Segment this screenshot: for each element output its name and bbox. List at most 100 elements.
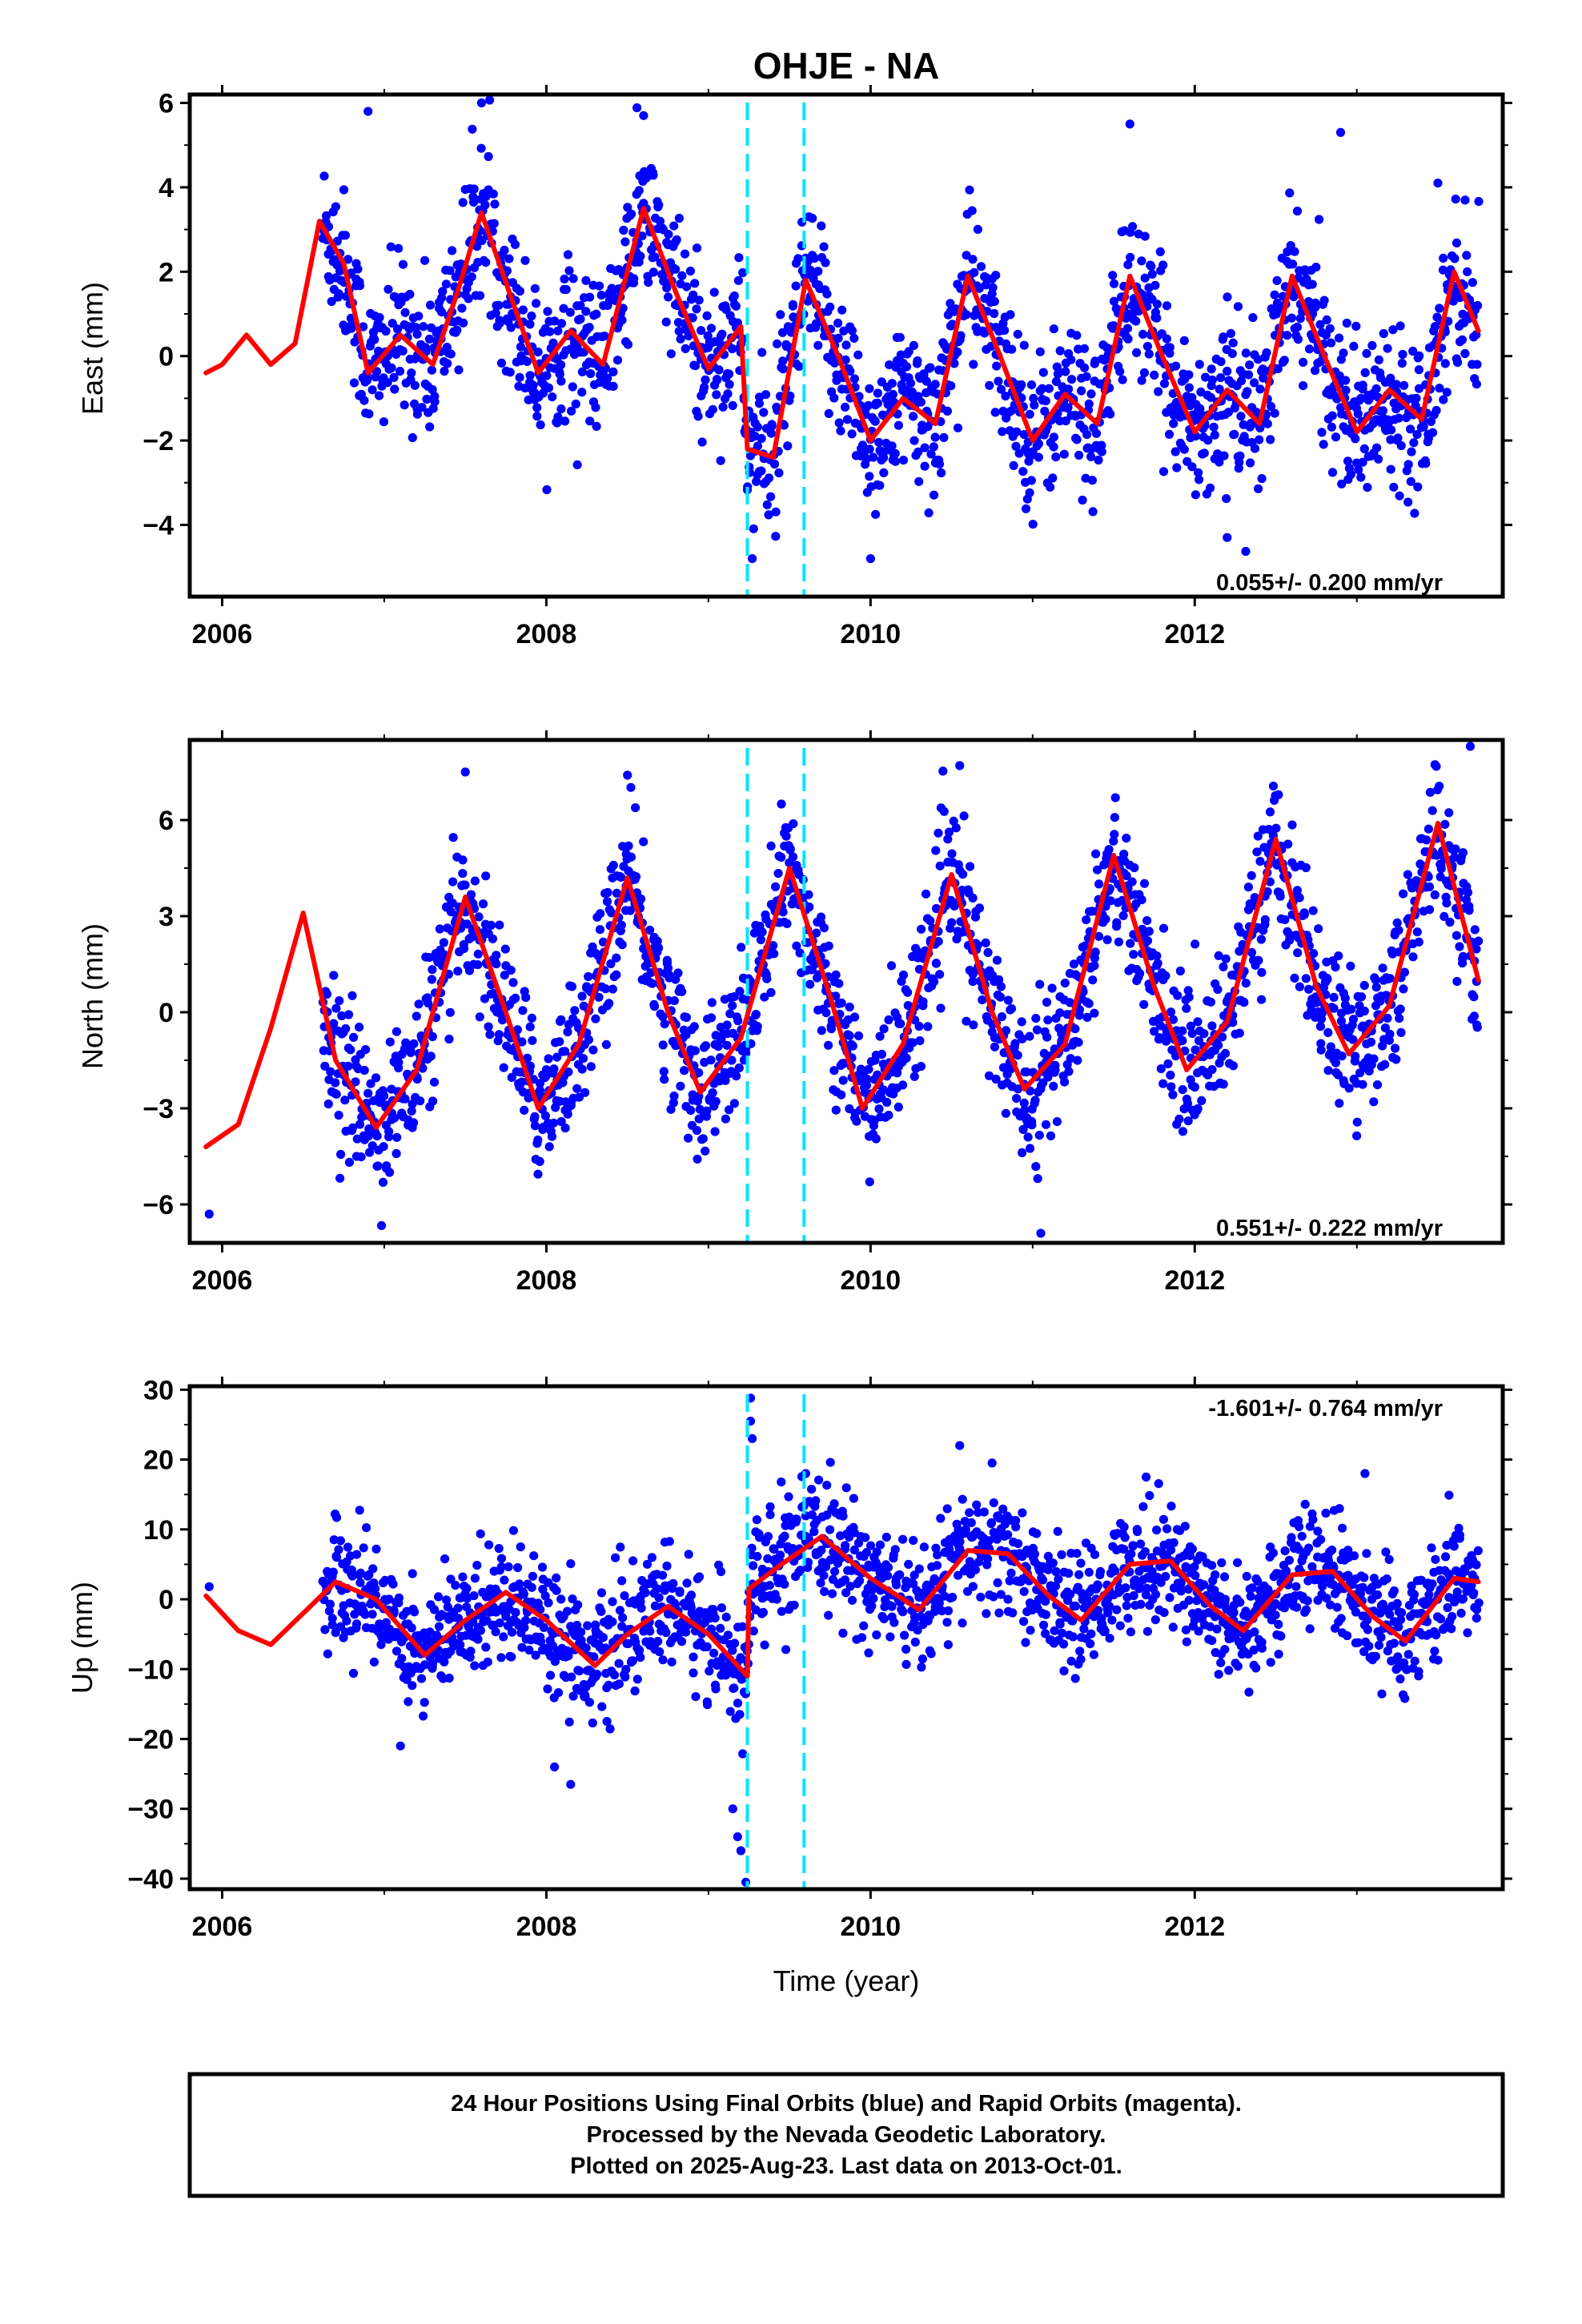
north-data-point bbox=[1017, 1017, 1026, 1027]
north-data-point bbox=[1064, 1067, 1074, 1076]
east-data-point bbox=[767, 420, 777, 429]
up-data-point bbox=[1030, 1549, 1039, 1559]
north-data-point bbox=[322, 989, 332, 999]
east-data-point bbox=[572, 460, 582, 470]
up-data-point bbox=[458, 1572, 468, 1582]
up-data-point bbox=[917, 1663, 926, 1672]
north-data-point bbox=[406, 1046, 416, 1055]
up-data-point bbox=[605, 1724, 615, 1734]
east-data-point bbox=[946, 299, 955, 308]
up-data-points bbox=[204, 1393, 1484, 1887]
north-data-point bbox=[1027, 1120, 1037, 1130]
east-data-point bbox=[1257, 474, 1267, 484]
east-data-point bbox=[1164, 429, 1174, 440]
up-data-point bbox=[972, 1500, 982, 1510]
north-data-point bbox=[996, 992, 1006, 1002]
east-data-point bbox=[394, 243, 404, 253]
east-data-point bbox=[771, 507, 781, 517]
up-data-point bbox=[544, 1598, 553, 1608]
up-data-point bbox=[983, 1554, 993, 1564]
north-data-point bbox=[947, 849, 957, 858]
north-data-point bbox=[766, 841, 776, 850]
east-x-tick-label: 2008 bbox=[516, 619, 577, 649]
north-data-point bbox=[412, 1074, 422, 1084]
east-data-point bbox=[1273, 364, 1283, 373]
up-data-point bbox=[1076, 1558, 1086, 1568]
east-data-point bbox=[1025, 409, 1034, 419]
up-data-point bbox=[521, 1616, 531, 1626]
north-data-point bbox=[1090, 1008, 1099, 1018]
north-data-point bbox=[645, 925, 655, 935]
up-data-point bbox=[608, 1617, 617, 1626]
up-data-point bbox=[636, 1653, 645, 1663]
north-data-point bbox=[701, 1146, 710, 1156]
east-data-point bbox=[833, 318, 843, 328]
east-data-point bbox=[1439, 395, 1448, 404]
east-data-point bbox=[1394, 413, 1403, 423]
north-data-point bbox=[958, 870, 968, 879]
east-data-point bbox=[1457, 335, 1468, 344]
north-data-point bbox=[466, 890, 476, 899]
east-data-point bbox=[386, 242, 396, 251]
east-data-point bbox=[637, 231, 647, 241]
north-data-point bbox=[1337, 1051, 1347, 1061]
east-data-point bbox=[1415, 351, 1424, 360]
north-data-point bbox=[1316, 1045, 1326, 1055]
up-data-point bbox=[508, 1526, 519, 1535]
north-data-point bbox=[1403, 870, 1412, 879]
north-data-point bbox=[340, 1096, 350, 1105]
east-data-point bbox=[778, 364, 788, 374]
north-data-point bbox=[428, 1096, 438, 1106]
up-data-point bbox=[529, 1551, 539, 1561]
east-data-point bbox=[1315, 320, 1325, 329]
north-data-point bbox=[412, 1011, 421, 1021]
east-data-point bbox=[410, 380, 420, 390]
north-data-point bbox=[837, 998, 846, 1008]
north-data-point bbox=[528, 1035, 537, 1045]
up-data-point bbox=[1008, 1608, 1018, 1618]
east-data-point bbox=[1391, 380, 1401, 389]
up-data-point bbox=[777, 1478, 786, 1487]
east-data-point bbox=[655, 216, 665, 226]
north-data-point bbox=[690, 1046, 700, 1055]
east-data-point bbox=[381, 326, 391, 336]
north-data-point bbox=[204, 1209, 214, 1219]
up-data-point bbox=[1059, 1666, 1069, 1676]
east-data-point bbox=[1233, 302, 1243, 312]
east-data-point bbox=[1035, 347, 1045, 356]
north-data-point bbox=[1042, 997, 1052, 1007]
north-data-point bbox=[734, 1063, 744, 1073]
north-data-point bbox=[935, 861, 945, 870]
up-data-point bbox=[691, 1692, 701, 1702]
north-data-point bbox=[725, 1105, 734, 1115]
north-data-point bbox=[603, 887, 612, 898]
up-data-point bbox=[429, 1605, 440, 1614]
north-data-point bbox=[1175, 966, 1185, 976]
north-data-point bbox=[1394, 926, 1403, 935]
east-x-tick-label: 2006 bbox=[192, 619, 253, 649]
east-y-tick-label: 2 bbox=[159, 257, 174, 287]
north-data-point bbox=[560, 1124, 570, 1133]
up-data-point bbox=[780, 1579, 789, 1589]
up-data-point bbox=[926, 1649, 936, 1659]
east-data-point bbox=[595, 281, 604, 291]
east-data-point bbox=[728, 344, 737, 354]
east-data-point bbox=[692, 304, 701, 314]
up-data-point bbox=[568, 1691, 578, 1701]
up-data-point bbox=[351, 1619, 362, 1629]
up-data-point bbox=[891, 1580, 901, 1590]
up-data-point bbox=[723, 1630, 733, 1640]
north-data-point bbox=[939, 806, 949, 816]
up-data-point bbox=[388, 1579, 398, 1589]
north-y-tick-label: −6 bbox=[143, 1190, 174, 1220]
east-data-point bbox=[974, 283, 984, 293]
east-data-point bbox=[516, 342, 526, 352]
north-data-point bbox=[968, 893, 978, 903]
east-data-point bbox=[1397, 359, 1407, 368]
north-data-point bbox=[805, 902, 814, 912]
north-data-point bbox=[1425, 905, 1435, 915]
east-data-point bbox=[913, 447, 923, 456]
east-data-point bbox=[607, 283, 616, 293]
up-data-point bbox=[976, 1592, 986, 1602]
